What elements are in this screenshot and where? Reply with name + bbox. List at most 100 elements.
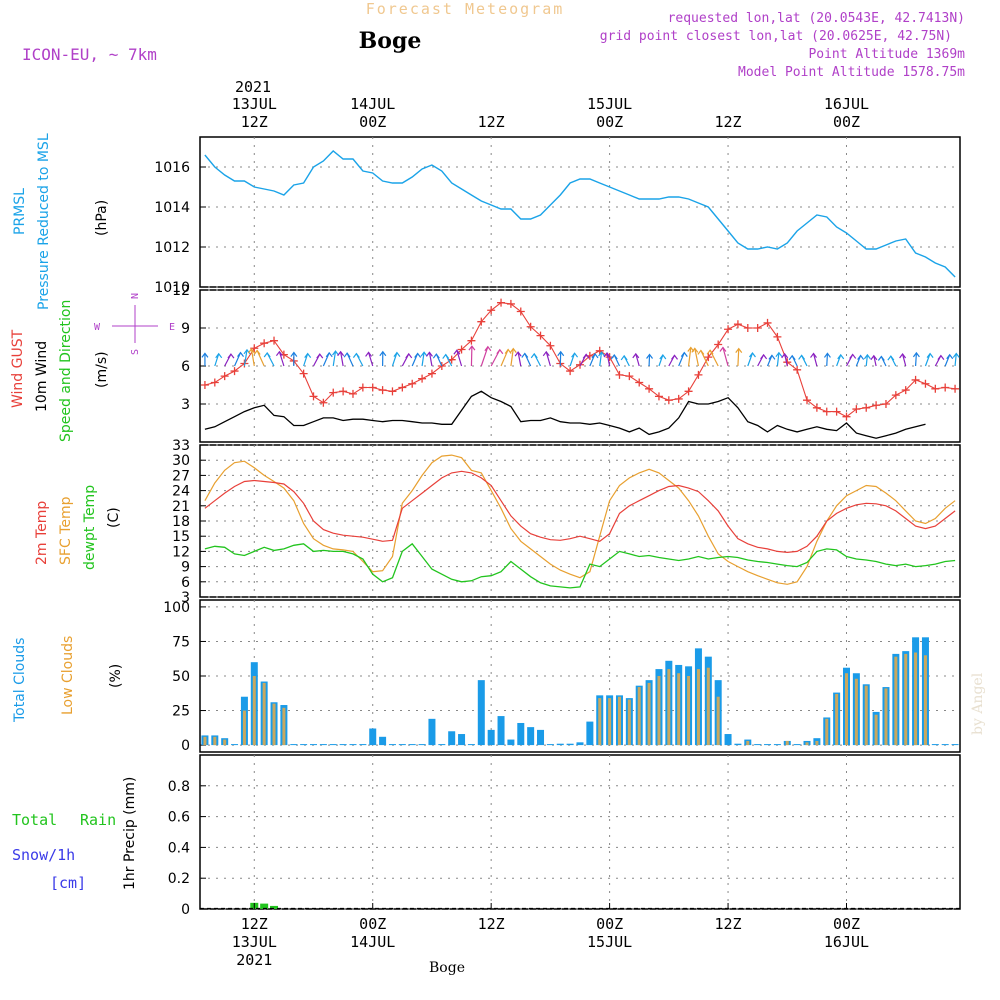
pressure-panel-labels: PRMSL Pressure Reduced to MSL (hPa) [12,133,110,310]
gust-point [260,339,269,348]
grid-lines [200,137,960,910]
gust-point [753,324,762,332]
gust-point [516,307,525,316]
top-time-label: 00Z [596,113,623,131]
total-cloud-bar [359,744,367,746]
low-cloud-bar [706,667,710,746]
tick-label-temp: 9 [181,560,190,576]
total-cloud-bar [497,716,505,746]
total-cloud-bar [458,734,466,746]
tick-label-temp: 3 [181,590,190,606]
wind-arrow-head [810,352,818,358]
prmsl-label: PRMSL [12,188,28,235]
hpa-unit-label: (hPa) [94,200,110,236]
gust-point [457,345,466,354]
wind-arrow-head [253,349,261,355]
wind-arrow [500,349,509,367]
tick-label-pressure: 1014 [154,200,190,216]
gust-point [684,387,693,396]
tick-label-temp: 18 [172,514,190,530]
wind-arrow-head [530,352,538,359]
gust-point [733,320,742,329]
low-cloud-bar [667,669,671,746]
total-cloud-bar [527,727,535,746]
gust-point [319,398,328,407]
total-cloud-bar [931,744,939,746]
bottom-time-label: 14JUL [350,933,395,951]
low-cloud-bar [637,687,641,746]
pressure-msl-label: Pressure Reduced to MSL [36,133,52,310]
tick-label-pressure: 1016 [154,160,190,176]
total-cloud-bar [398,744,406,746]
gust-point [694,370,703,379]
total-cloud-bar [310,744,318,746]
low-cloud-bar [874,714,878,746]
wind-arrow-head [343,352,351,358]
dewpt-line [204,542,956,589]
bottom-time-label: 15JUL [587,933,632,951]
total-cloud-bar [388,744,396,746]
low-cloud-bar [608,698,612,746]
wind-arrow-head [680,351,688,358]
wind-arrow [865,354,868,367]
wind-arrow-head [857,354,865,360]
precip-unit-label: 1hr Precip (mm) [122,777,138,890]
wind-arrow-head [215,352,223,359]
total-cloud-bar [231,744,239,746]
total-cloud-bar [418,744,426,746]
wind-arrow [737,348,740,367]
wind-arrow-head [870,354,878,361]
gust-point [704,353,713,362]
compass-s-label: S [130,349,141,355]
top-time-label: 16JUL [824,95,869,113]
wind-arrow [214,353,220,367]
wind-arrow-head [863,353,871,360]
low-cloud-bar [835,693,839,746]
total-cloud-bar [477,680,485,746]
wind-arrow-head [275,350,283,357]
total-cloud-bar [438,744,446,746]
gust-point [230,367,239,376]
wind-arrow [694,348,700,367]
wind-10m-label: 10m Wind [34,341,50,412]
low-cloud-bar [598,698,602,746]
snow-label: Snow/1h [12,846,75,864]
gust-point [408,379,417,388]
wind-arrow [873,355,877,367]
gust-point [546,341,555,350]
total-cloud-bar [546,744,554,746]
low-cloud-bar [815,740,819,746]
wind-arrow-head [237,351,245,357]
gust-point [536,331,545,340]
tick-label-wind: 9 [181,321,190,337]
gust-point [891,391,900,400]
wind-arrow-head [603,351,611,358]
wind-arrow-head [247,348,255,354]
top-time-label: 13JUL [232,95,277,113]
low-cloud-bar [746,740,750,746]
wind-arrow-head [926,352,934,358]
gust-point [881,400,890,408]
gust-point [674,394,683,403]
sfc-temp-label: SFC Temp [58,496,74,565]
total-cloud-bar [566,743,574,746]
temp-panel-labels: 2m Temp SFC Temp dewpt Temp (C) [34,485,122,570]
point-altitude: Point Altitude 1369m [808,47,965,62]
gust-point [941,383,950,392]
wind-arrow [510,348,514,367]
bottom-time-label: 12Z [715,915,742,933]
wind-arrow [391,352,398,367]
gust-point [793,365,802,374]
tick-label-precip: 0.6 [168,810,190,826]
gust-point [299,369,308,378]
gust-point [832,407,841,416]
time-axis-labels: 13JUL12Z12Z13JUL202114JUL00Z00Z14JUL12Z1… [232,95,869,969]
wind-arrow [599,352,603,367]
wind-arrow [456,350,463,367]
wind-arrow-head [227,353,235,359]
wind-arrow-head [610,353,618,360]
panel-frames [199,136,961,910]
wind-arrow [776,352,780,367]
tick-label-temp: 30 [172,453,190,469]
axis-ticks: 1016101410121010129633330272421181512963… [154,160,206,918]
